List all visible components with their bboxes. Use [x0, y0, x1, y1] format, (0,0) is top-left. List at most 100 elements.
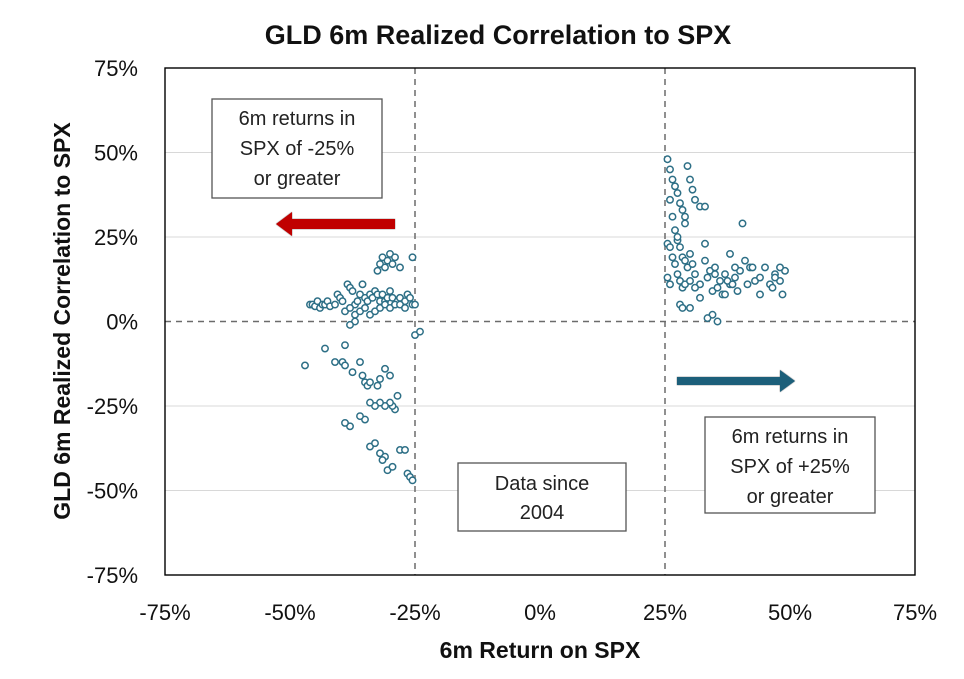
scatter-point-s1-p73: [721, 290, 729, 299]
scatter-point-s0-p68: [301, 361, 309, 370]
y-axis-tick-labels: -75% -50% -25% 0% 25% 50% 75%: [87, 56, 138, 588]
x-axis-title: 6m Return on SPX: [440, 637, 641, 663]
scatter-point-s0-p72: [348, 368, 357, 377]
scatter-point-s1-p44: [768, 283, 777, 292]
scatter-point-s0-p78: [373, 381, 382, 390]
scatter-point-s0-p60: [388, 260, 397, 268]
right-arrow-shape: [677, 370, 795, 392]
scatter-point-s0-p9: [331, 300, 339, 309]
scatter-point-s1-p46: [666, 243, 674, 252]
scatter-point-s1-p65: [663, 273, 672, 282]
x-tick-label-4: 25%: [643, 600, 687, 625]
right-annotation-box: 6m returns in SPX of +25% or greater: [704, 416, 876, 514]
scatter-point-s0-p102: [401, 445, 409, 454]
scatter-point-s1-p34: [741, 256, 749, 265]
scatter-point-s1-p9: [686, 175, 694, 184]
left-annotation-box: 6m returns in SPX of -25% or greater: [211, 98, 383, 199]
scatter-point-s0-p41: [411, 300, 419, 309]
scatter-point-s0-p31: [386, 287, 394, 296]
scatter-point-s0-p71: [341, 361, 349, 370]
scatter-point-s0-p65: [346, 320, 354, 329]
scatter-point-s1-p79: [711, 270, 719, 279]
scatter-point-s0-p79: [376, 375, 384, 383]
reference-lines: [165, 68, 915, 575]
scatter-point-s1-p61: [728, 280, 737, 289]
scatter-point-s0-p81: [386, 371, 394, 380]
scatter-point-s1-p76: [681, 219, 689, 228]
scatter-point-s1-p0: [663, 155, 672, 164]
scatter-point-s0-p63: [408, 253, 417, 262]
scatter-point-s1-p55: [696, 293, 704, 302]
scatter-point-s1-p78: [731, 263, 739, 272]
scatter-point-s0-p39: [406, 293, 414, 302]
scatter-point-s1-p23: [688, 260, 697, 268]
scatter-point-s1-p49: [673, 270, 682, 279]
y-tick-label-0: -75%: [87, 563, 138, 588]
scatter-point-s1-p47: [668, 253, 677, 262]
scatter-point-s0-p62: [396, 263, 404, 272]
scatter-point-s1-p24: [691, 270, 699, 279]
scatter-point-s0-p98: [378, 456, 387, 465]
scatter-point-s0-p95: [371, 439, 379, 448]
scatter-point-s0-p16: [348, 287, 357, 296]
scatter-point-s1-p4: [673, 189, 682, 198]
scatter-point-s1-p3: [671, 182, 679, 191]
scatter-point-s0-p20: [358, 280, 367, 289]
scatter-point-s0-p53: [401, 304, 409, 312]
x-axis-tick-labels: -75% -50% -25% 0% 25% 50% 75%: [139, 600, 937, 625]
scatter-point-s1-p2: [668, 175, 677, 184]
scatter-point-s0-p18: [353, 297, 362, 306]
scatter-point-s0-p93: [341, 418, 349, 427]
scatter-point-s1-p43: [778, 290, 787, 299]
scatter-point-s0-p61: [391, 253, 399, 262]
scatter-point-s1-p38: [761, 263, 769, 272]
scatter-point-s1-p8: [683, 162, 692, 170]
left-annotation-line-2: SPX of -25%: [240, 138, 355, 160]
left-arrow-shape: [276, 212, 395, 236]
y-tick-label-1: -50%: [87, 479, 138, 504]
scatter-point-s0-p91: [356, 412, 364, 421]
scatter-point-s0-p66: [341, 341, 349, 350]
right-arrow-icon: [677, 370, 795, 392]
scatter-point-s0-p107: [416, 327, 424, 336]
scatter-point-s0-p74: [358, 371, 367, 380]
x-tick-label-3: 0%: [524, 600, 556, 625]
scatter-point-s1-p18: [676, 243, 684, 252]
scatter-point-s1-p82: [771, 273, 779, 282]
scatter-point-s1-p54: [691, 283, 699, 292]
scatter-point-s1-p68: [678, 304, 687, 312]
scatter-point-s1-p83: [776, 263, 784, 272]
y-tick-label-2: -25%: [87, 394, 138, 419]
scatter-point-s0-p42: [346, 304, 354, 312]
plot-area-border: [164, 67, 916, 576]
scatter-point-s1-p71: [703, 314, 712, 323]
right-annotation-line-2: SPX of +25%: [730, 456, 850, 478]
x-tick-label-5: 50%: [768, 600, 812, 625]
center-annotation-rect: [457, 462, 627, 532]
scatter-point-s1-p14: [666, 195, 674, 204]
scatter-point-s0-p82: [393, 391, 402, 400]
scatter-point-s1-p80: [748, 263, 757, 272]
x-tick-label-2: -25%: [389, 600, 440, 625]
scatter-point-s1-p69: [686, 304, 694, 312]
scatter-point-s0-p73: [356, 358, 364, 367]
scatter-point-s1-p53: [686, 276, 694, 285]
scatter-point-s0-p12: [338, 297, 347, 306]
y-tick-label-4: 25%: [94, 225, 138, 250]
scatter-points: [301, 155, 789, 485]
y-tick-label-6: 75%: [94, 56, 138, 81]
right-annotation-rect: [704, 416, 876, 514]
scatter-point-s1-p72: [713, 317, 722, 326]
scatter-point-s1-p11: [691, 195, 699, 204]
right-annotation-line-1: 6m returns in: [732, 426, 849, 448]
left-annotation-rect: [211, 98, 383, 199]
scatter-point-s1-p26: [701, 256, 709, 265]
scatter-point-s1-p22: [686, 249, 694, 258]
scatter-point-s1-p77: [726, 249, 734, 258]
scatter-point-s1-p74: [673, 233, 682, 241]
scatter-point-s1-p64: [743, 280, 752, 289]
scatter-point-s0-p67: [321, 344, 329, 353]
scatter-point-s0-p89: [366, 398, 374, 407]
scatter-point-s1-p56: [703, 273, 712, 282]
